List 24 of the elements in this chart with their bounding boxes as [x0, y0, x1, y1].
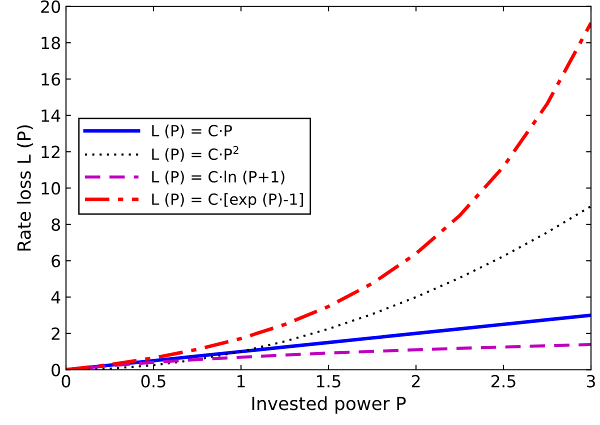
y-tick-label: 16 [42, 73, 60, 86]
legend-label: L (P) = C·[exp (P)-1] [152, 193, 303, 208]
x-tick-label: 1 [238, 375, 245, 388]
y-tick-label: 0 [52, 364, 60, 376]
y-tick-label: 4 [51, 291, 60, 304]
legend-label: L (P) = C·ln (P+1) [152, 170, 284, 184]
y-tick-label: 2 [52, 327, 60, 340]
y-axis-title: Rate loss L (P) [16, 125, 33, 251]
x-tick-label: 2 [412, 374, 420, 388]
y-tick-label: 18 [42, 36, 60, 50]
x-tick-label: 1.5 [317, 375, 340, 388]
y-tick-label: 14 [42, 110, 60, 122]
y-tick-label: 10 [42, 182, 60, 195]
x-tick-label: 0 [62, 374, 70, 388]
legend-label: L (P) = C·P$^{2}$ [152, 146, 238, 162]
x-tick-label: 3 [586, 374, 595, 388]
x-tick-label: 2.5 [491, 374, 516, 388]
x-tick-label: 0.5 [141, 374, 166, 388]
x-axis-title: Invested power P [252, 396, 406, 414]
y-tick-label: 12 [42, 146, 60, 158]
legend-label: L (P) = C·P [152, 124, 232, 138]
y-tick-label: 8 [52, 218, 60, 231]
y-tick-label: 6 [52, 254, 60, 268]
y-tick-label: 20 [41, 0, 60, 13]
